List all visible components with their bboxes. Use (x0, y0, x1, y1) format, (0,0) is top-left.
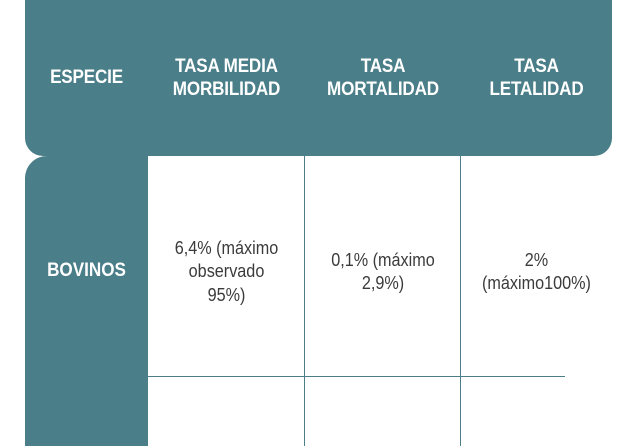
table-header-band (25, 0, 612, 156)
header-letalidad-line2: LETALIDAD (489, 79, 584, 100)
row-label-band (25, 156, 148, 446)
header-mortalidad-line1: TASA (360, 55, 406, 77)
cell-bovinos-morbilidad: 6,4% (máximo observado 95%) (156, 222, 297, 322)
row-divider (148, 376, 565, 377)
cell-mortalidad-line2: 2,9%) (361, 273, 405, 293)
cell-morbilidad-line1: 6,4% (máximo (174, 237, 279, 258)
header-tasa-mortalidad: TASA MORTALIDAD (313, 0, 453, 156)
cell-bovinos-letalidad: 2% (máximo100%) (469, 222, 605, 322)
cell-letalidad-line1: 2% (524, 249, 549, 270)
header-morbilidad-line1: TASA MEDIA (175, 55, 278, 77)
row-label-bovinos-text: BOVINOS (47, 260, 126, 281)
cell-morbilidad-line2: observado (188, 261, 265, 282)
cell-morbilidad-line3: 95%) (207, 284, 246, 305)
row-label-bovinos: BOVINOS (31, 230, 142, 312)
header-mortalidad-line2: MORTALIDAD (327, 79, 439, 100)
cell-bovinos-mortalidad: 0,1% (máximo 2,9%) (313, 222, 453, 322)
header-especie-label: ESPECIE (50, 67, 123, 89)
header-morbilidad-line2: MORBILIDAD (172, 79, 281, 100)
header-letalidad-line1: TASA (514, 55, 559, 77)
header-tasa-letalidad: TASA LETALIDAD (469, 0, 605, 156)
header-especie: ESPECIE (31, 0, 142, 156)
cell-mortalidad-line1: 0,1% (máximo (331, 249, 435, 270)
header-tasa-media-morbilidad: TASA MEDIA MORBILIDAD (156, 0, 297, 156)
cell-letalidad-line2: (máximo100%) (482, 273, 591, 293)
column-divider-1 (304, 156, 305, 446)
column-divider-2 (460, 156, 461, 446)
